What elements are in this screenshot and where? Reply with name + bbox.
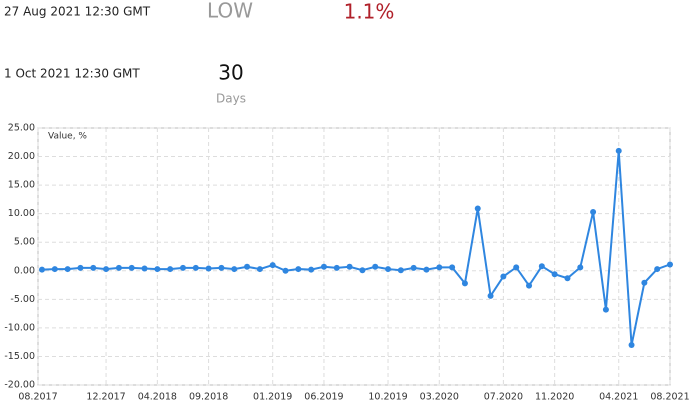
point xyxy=(192,264,199,271)
point xyxy=(590,208,597,215)
point xyxy=(256,266,263,273)
point xyxy=(179,264,186,271)
x-tick-label: 07.2020 xyxy=(484,392,523,403)
point xyxy=(410,264,417,271)
point xyxy=(77,264,84,271)
y-tick-label: -5.00 xyxy=(10,294,35,305)
point xyxy=(474,205,481,212)
point xyxy=(320,263,327,270)
y-tick-label: 15.00 xyxy=(8,180,35,191)
start-date: 27 Aug 2021 12:30 GMT xyxy=(4,5,151,19)
point xyxy=(641,279,648,286)
point xyxy=(372,263,379,270)
point xyxy=(628,342,635,349)
duration: 30 xyxy=(218,61,243,85)
point xyxy=(385,266,392,273)
point xyxy=(205,265,212,272)
duration-unit: Days xyxy=(216,92,246,106)
y-axis-label: Value, % xyxy=(48,132,87,142)
point xyxy=(513,264,520,271)
y-tick-label: 10.00 xyxy=(8,208,35,219)
point xyxy=(487,292,494,299)
point xyxy=(615,147,622,154)
point xyxy=(167,266,174,273)
y-tick-label: 5.00 xyxy=(14,237,35,248)
point xyxy=(526,282,533,289)
point xyxy=(551,271,558,278)
end-date: 1 Oct 2021 12:30 GMT xyxy=(4,67,140,81)
point xyxy=(115,264,122,271)
point xyxy=(667,261,673,268)
point xyxy=(231,266,238,273)
x-tick-label: 04.2021 xyxy=(599,392,638,403)
point xyxy=(282,267,289,274)
x-tick-label: 10.2019 xyxy=(368,392,407,403)
point xyxy=(103,266,110,273)
point xyxy=(90,264,97,271)
point xyxy=(359,267,366,274)
point xyxy=(461,280,468,287)
series-line xyxy=(41,150,671,346)
point xyxy=(269,262,276,269)
point xyxy=(141,265,148,272)
x-tick-label: 11.2020 xyxy=(535,392,574,403)
point xyxy=(51,266,58,273)
y-tick-label: -20.00 xyxy=(4,380,35,391)
x-tick-label: 06.2019 xyxy=(304,392,343,403)
point xyxy=(538,263,545,270)
x-tick-label: 08.2021 xyxy=(650,392,689,403)
y-tick-label: 0.00 xyxy=(14,265,35,276)
y-tick-label: 20.00 xyxy=(8,151,35,162)
x-tick-label: 12.2017 xyxy=(86,392,125,403)
point xyxy=(602,306,609,313)
x-tick-label: 09.2018 xyxy=(189,392,228,403)
point xyxy=(436,264,443,271)
plot-frame xyxy=(37,127,671,386)
x-tick-label: 01.2019 xyxy=(253,392,292,403)
point xyxy=(64,266,71,273)
point xyxy=(577,264,584,271)
point xyxy=(654,266,661,273)
x-tick-label: 08.2017 xyxy=(18,392,57,403)
point xyxy=(333,264,340,271)
point xyxy=(308,266,315,273)
point xyxy=(346,263,353,270)
point xyxy=(564,275,571,282)
point xyxy=(154,266,161,273)
y-tick-label: -10.00 xyxy=(4,322,35,333)
point xyxy=(128,264,135,271)
point xyxy=(397,267,404,274)
change: 1.1% xyxy=(344,0,395,24)
y-tick-label: 25.00 xyxy=(8,123,35,134)
point xyxy=(500,273,507,280)
point xyxy=(449,264,456,271)
point xyxy=(218,264,225,271)
x-tick-label: 03.2020 xyxy=(420,392,459,403)
level: LOW xyxy=(207,0,253,23)
point xyxy=(295,266,302,273)
point xyxy=(423,266,430,273)
x-tick-label: 04.2018 xyxy=(138,392,177,403)
y-tick-label: -15.00 xyxy=(4,351,35,362)
point xyxy=(244,263,251,270)
point xyxy=(39,266,45,273)
